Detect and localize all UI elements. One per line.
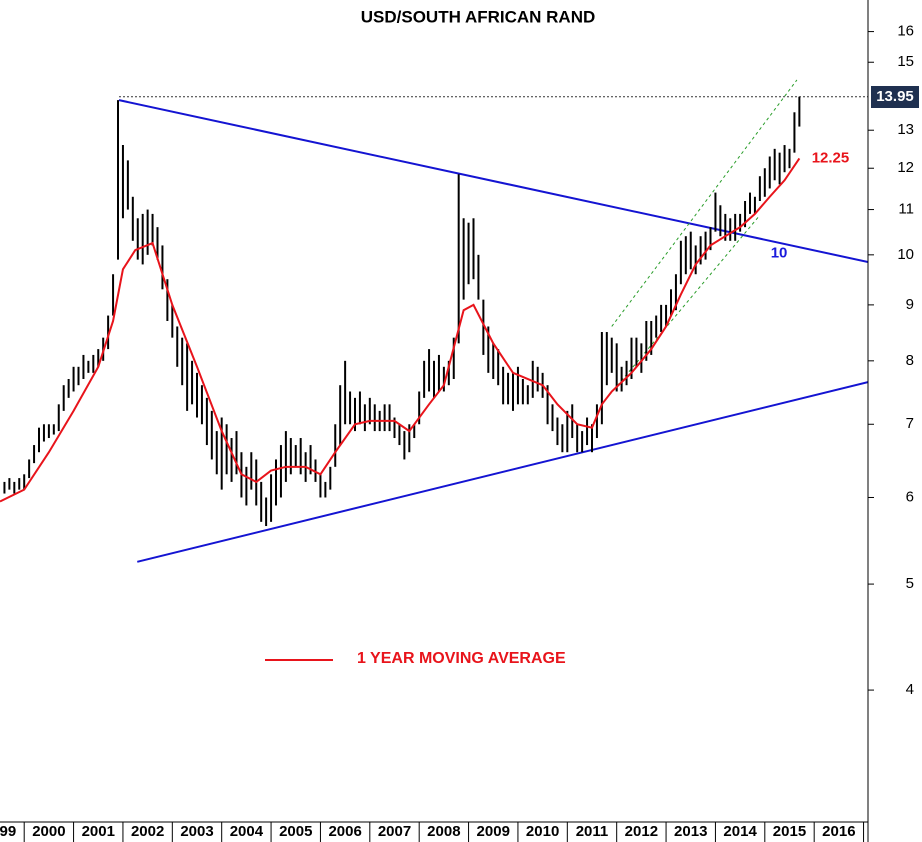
plot-area [0, 79, 868, 563]
chart-title: USD/SOUTH AFRICAN RAND [361, 7, 596, 26]
x-tick-label: 2002 [131, 823, 164, 840]
y-tick-label: 6 [906, 488, 914, 505]
annotation: 10 [771, 244, 788, 261]
x-tick-label: 1999 [0, 823, 16, 840]
y-tick-label: 8 [906, 352, 914, 369]
y-tick-label: 11 [898, 201, 914, 218]
x-tick-label: 2001 [82, 823, 115, 840]
x-tick-label: 2005 [279, 823, 312, 840]
moving-average-line [0, 157, 801, 503]
y-tick-label: 13 [897, 121, 914, 138]
annotation: 12.25 [812, 149, 850, 166]
trendline [137, 381, 868, 563]
y-tick-label: 16 [897, 23, 914, 40]
x-tick-label: 2008 [427, 823, 460, 840]
trendline [118, 99, 868, 263]
last-price-label: 13.95 [876, 88, 914, 105]
x-tick-label: 2010 [526, 823, 559, 840]
x-tick-label: 2011 [576, 823, 609, 840]
x-tick-label: 2006 [328, 823, 361, 840]
x-tick-label: 2012 [625, 823, 658, 840]
x-tick-label: 2015 [773, 823, 806, 840]
x-tick-label: 2003 [180, 823, 213, 840]
x-tick-label: 2007 [378, 823, 411, 840]
y-tick-label: 7 [906, 415, 914, 432]
x-tick-label: 2000 [32, 823, 65, 840]
y-tick-label: 5 [906, 575, 914, 592]
y-tick-label: 9 [906, 296, 914, 313]
x-tick-label: 2013 [674, 823, 707, 840]
y-tick-label: 10 [897, 246, 914, 263]
y-tick-label: 4 [906, 681, 914, 698]
y-tick-label: 15 [897, 53, 914, 70]
x-tick-label: 2009 [477, 823, 510, 840]
x-tick-label: 2014 [723, 823, 757, 840]
x-tick-label: 2004 [230, 823, 264, 840]
legend-label: 1 YEAR MOVING AVERAGE [357, 650, 566, 667]
channel-line [609, 214, 761, 395]
x-tick-label: 2016 [822, 823, 855, 840]
last-price-box [871, 86, 919, 108]
y-tick-label: 12 [897, 159, 914, 176]
